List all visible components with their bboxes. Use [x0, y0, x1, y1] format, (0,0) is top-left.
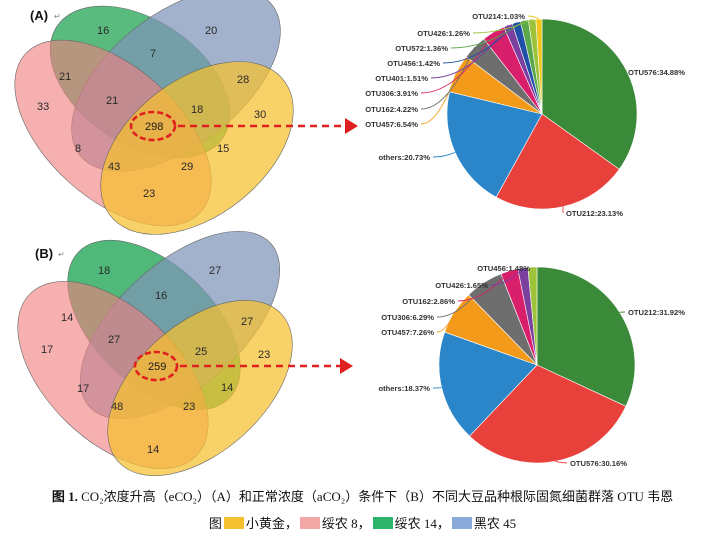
pie-slice-label: others:18.37%: [379, 384, 431, 393]
caption-prefix: 图: [208, 516, 222, 531]
pie-slice-label: others:20.73%: [379, 153, 431, 162]
venn-number: 21: [59, 71, 71, 83]
figure-caption-line2: 图 小黄金， 绥农 8， 绥农 14， 黑农 45: [0, 513, 725, 532]
legend-swatch-pink: [299, 517, 320, 529]
pie-leader-line: [432, 151, 456, 158]
pie-leader-line: [420, 73, 457, 125]
pie-slice-label: OTU456:1.42%: [387, 59, 440, 68]
highlight-circle-a: [129, 110, 177, 142]
venn-number: 27: [209, 265, 221, 277]
pie-leader-line: [457, 270, 510, 302]
arrow-head-a: [345, 118, 358, 134]
venn-number: 21: [106, 95, 118, 107]
pie-slice-label: OTU162:2.86%: [402, 297, 455, 306]
venn-number: 14: [147, 444, 159, 456]
caption-text: CO₂浓度升高（eCO₂）（A）和正常浓度（aCO₂）条件下（B）不同大豆品种根…: [81, 489, 674, 504]
legend-label: 小黄金，: [245, 516, 298, 531]
venn-number: 18: [98, 265, 110, 277]
pie-slice-label: OTU214:1.03%: [472, 12, 525, 21]
venn-number: 7: [150, 48, 156, 60]
figure-caption-line1: 图 1. CO₂浓度升高（eCO₂）（A）和正常浓度（aCO₂）条件下（B）不同…: [0, 486, 725, 505]
pie-slice: [535, 18, 543, 115]
pie-leader-line: [490, 267, 524, 286]
venn-number: 20: [205, 25, 217, 37]
figure: (A) ↵ 16 7 20 21 28 33 21 18 30 8 15 43 …: [14, 0, 686, 476]
pie-slice-label: OTU212:23.13%: [566, 209, 623, 218]
pie-leader-line: [531, 266, 534, 269]
pie-slice-label: OTU162:4.22%: [365, 105, 418, 114]
pie-slice: [469, 364, 627, 464]
venn-number: 27: [108, 334, 120, 346]
legend-label: 绥农 14，: [394, 516, 450, 531]
venn-number: 29: [181, 161, 193, 173]
venn-number: 17: [77, 383, 89, 395]
venn-number: 23: [143, 188, 155, 200]
pie-slice-label: OTU457:6.54%: [365, 120, 418, 129]
pie-chart-a: OTU576:34.88% OTU212:23.13% others:20.73% O…: [365, 12, 685, 218]
pie-slice: [495, 113, 620, 210]
venn-number: 43: [108, 161, 120, 173]
pie-leader-line: [472, 19, 533, 34]
venn-number: 23: [258, 349, 270, 361]
pie-slice-label: OTU212:31.92%: [628, 308, 685, 317]
venn-number: 28: [237, 74, 249, 86]
pie-slice-label: OTU572:1.36%: [395, 44, 448, 53]
venn-number: 14: [61, 312, 73, 324]
pie-leader-line: [442, 22, 517, 64]
venn-number: 14: [221, 382, 233, 394]
pie-slice-label: OTU457:7.26%: [381, 328, 434, 337]
venn-ellipse-yellow: [107, 300, 293, 476]
pie-leader-line: [420, 32, 494, 94]
venn-number: 33: [37, 101, 49, 113]
pie-leader-line: [436, 311, 455, 333]
pie-slice-label: OTU426:1.26%: [417, 29, 470, 38]
legend-swatch-yellow: [223, 517, 244, 529]
venn-number: 8: [75, 143, 81, 155]
pie-slice: [541, 18, 638, 170]
paragraph-mark: ↵: [54, 12, 61, 21]
paragraph-mark: ↵: [58, 250, 65, 259]
venn-diagram-a: (A) ↵ 16 7 20 21 28 33 21 18 30 8 15 43 …: [14, 0, 358, 235]
legend-label: 绥农 8，: [321, 516, 371, 531]
legend-label: 黑农 45: [473, 516, 517, 531]
figure-label: 图 1.: [51, 489, 78, 504]
pie-chart-b: OTU212:31.92% OTU576:30.16% others:18.37% O…: [379, 264, 686, 468]
panel-label-a: (A): [30, 8, 48, 23]
venn-number: 30: [254, 109, 266, 121]
panel-label-b: (B): [35, 246, 53, 261]
pie-leader-line: [436, 282, 485, 318]
pie-leader-line: [527, 15, 540, 20]
pie-slice: [446, 91, 543, 198]
pie-slice-label: OTU576:34.88%: [628, 68, 685, 77]
venn-number: 48: [111, 401, 123, 413]
arrow-head-b: [340, 358, 353, 374]
venn-number: 27: [241, 316, 253, 328]
highlight-circle-b: [133, 350, 179, 382]
pie-leader-line: [555, 460, 568, 464]
venn-number: 15: [217, 143, 229, 155]
center-value-a: 298: [145, 121, 163, 133]
venn-diagram-b: (B) ↵ 18 27 16 14 27 17 27 25 23 17 14 4…: [17, 230, 353, 476]
pie-slice-label: OTU306:3.91%: [365, 89, 418, 98]
venn-number: 23: [183, 401, 195, 413]
pie-slice-label: OTU456:1.48%: [477, 264, 530, 273]
venn-number: 25: [195, 346, 207, 358]
venn-number: 17: [41, 344, 53, 356]
pie-slice-label: OTU401:1.51%: [375, 74, 428, 83]
venn-number: 18: [191, 104, 203, 116]
pie-slice-label: OTU306:6.29%: [381, 313, 434, 322]
legend-swatch-blue: [451, 517, 472, 529]
pie-leader-line: [420, 47, 475, 110]
venn-ellipse-yellow: [100, 61, 294, 235]
pie-slice-label: OTU576:30.16%: [570, 459, 627, 468]
legend-swatch-green: [372, 517, 393, 529]
pie-slice-label: OTU426:1.65%: [435, 281, 488, 290]
venn-number: 16: [155, 290, 167, 302]
pie-leader-line: [624, 70, 627, 73]
venn-number: 16: [97, 25, 109, 37]
center-value-b: 259: [148, 361, 166, 373]
